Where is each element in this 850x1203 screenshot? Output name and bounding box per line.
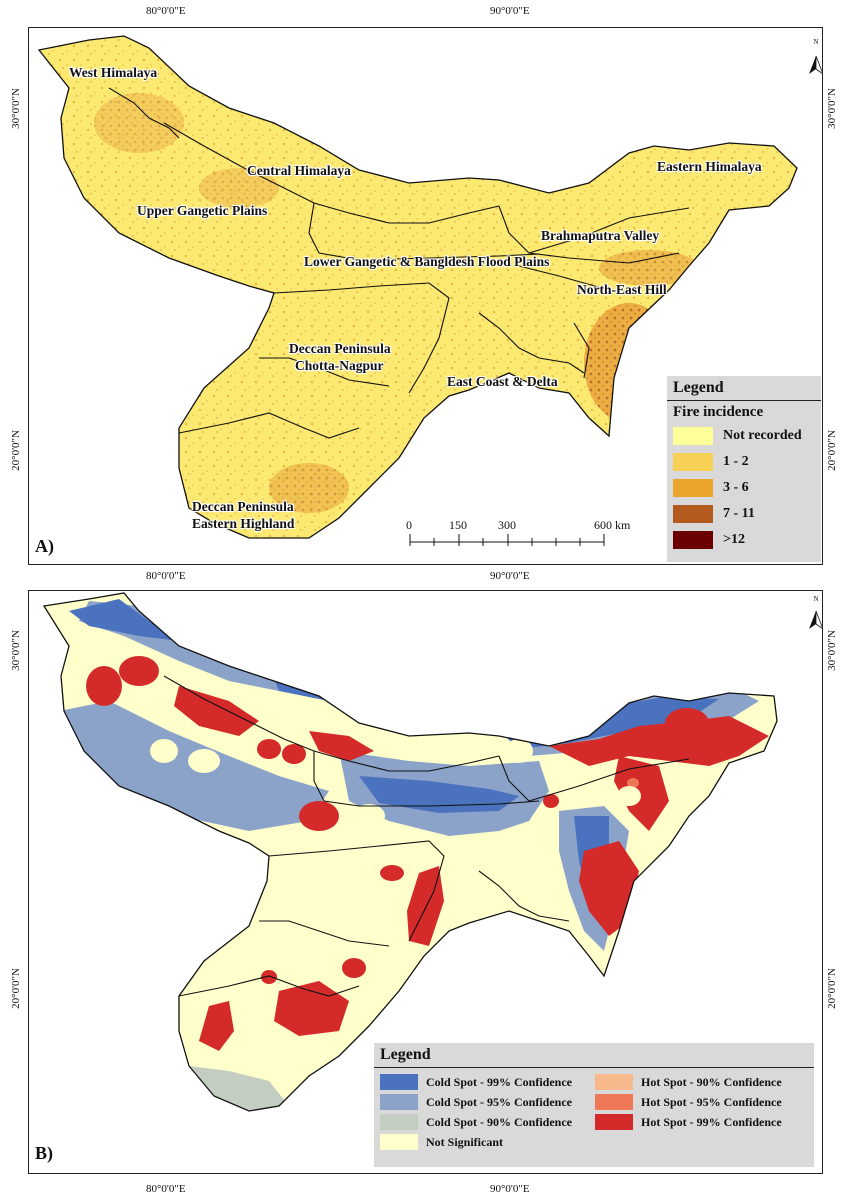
scale-label-150: 150 — [449, 518, 467, 532]
latitude-label-30-a-left: 30°0'0"N — [10, 88, 22, 129]
panel-a-label: A) — [35, 536, 54, 556]
legend-label: 7 - 11 — [723, 506, 755, 521]
legend-swatch-not-significant — [380, 1134, 418, 1150]
panel-a-north-arrow-icon — [809, 55, 822, 74]
longitude-label-90-top: 90°0'0"E — [490, 5, 530, 17]
panel-b-label: B) — [35, 1143, 53, 1163]
legend-item-hot-95: Hot Spot - 95% Confidence — [595, 1094, 815, 1110]
latitude-label-20-a-right: 20°0'0"N — [826, 430, 838, 471]
legend-item-cold-95: Cold Spot - 95% Confidence — [380, 1094, 595, 1110]
legend-swatch-hot-99 — [595, 1114, 633, 1130]
region-label-eastern-highland: Eastern Highland — [192, 516, 295, 531]
region-label-lower-gangetic: Lower Gangetic & Bangldesh Flood Plains — [304, 254, 550, 269]
legend-label: 3 - 6 — [723, 480, 749, 495]
scale-label-0: 0 — [406, 518, 412, 532]
panel-b-hotspot-map: N B) Legend Cold Spot - 99% Confidence H… — [28, 590, 823, 1174]
legend-swatch-hot-90 — [595, 1074, 633, 1090]
region-label-eastern-himalaya: Eastern Himalaya — [657, 159, 762, 174]
legend-label: Not Significant — [426, 1134, 504, 1149]
longitude-label-90-mid: 90°0'0"E — [490, 570, 530, 582]
panel-b-legend: Legend Cold Spot - 99% Confidence Hot Sp… — [374, 1043, 814, 1167]
legend-label: Hot Spot - 90% Confidence — [641, 1074, 782, 1089]
legend-swatch-cold-95 — [380, 1094, 418, 1110]
panel-a-legend: Legend Fire incidence Not recorded 1 - 2… — [667, 376, 821, 562]
legend-item-7-11: 7 - 11 — [667, 501, 821, 527]
region-label-west-himalaya: West Himalaya — [69, 65, 158, 80]
legend-item-hot-90: Hot Spot - 90% Confidence — [595, 1074, 815, 1090]
legend-swatch-cold-90 — [380, 1114, 418, 1130]
scale-label-600: 600 km — [594, 518, 631, 532]
panel-b-legend-title: Legend — [374, 1043, 814, 1068]
region-label-east-coast-delta: East Coast & Delta — [447, 374, 558, 389]
panel-a-scale-bar — [409, 534, 605, 546]
legend-item-gt-12: >12 — [667, 527, 821, 553]
legend-label: Hot Spot - 99% Confidence — [641, 1114, 782, 1129]
latitude-label-20-b-right: 20°0'0"N — [826, 968, 838, 1009]
region-label-deccan-peninsula-1: Deccan Peninsula — [289, 341, 391, 356]
legend-item-1-2: 1 - 2 — [667, 449, 821, 475]
panel-a-north-label: N — [813, 38, 819, 46]
region-label-north-east-hill: North-East Hill — [577, 282, 667, 297]
panel-a-legend-title: Legend — [667, 376, 821, 401]
scale-label-300: 300 — [498, 518, 516, 532]
legend-item-3-6: 3 - 6 — [667, 475, 821, 501]
legend-label: Cold Spot - 95% Confidence — [426, 1094, 573, 1109]
panel-a-fire-incidence-map: N West Himalaya Central Himalaya Eastern… — [28, 27, 823, 565]
latitude-label-30-b-right: 30°0'0"N — [826, 630, 838, 671]
panel-a-map-svg — [37, 35, 822, 546]
latitude-label-20-a-left: 20°0'0"N — [10, 430, 22, 471]
longitude-label-90-bottom: 90°0'0"E — [490, 1183, 530, 1195]
legend-swatch-cold-99 — [380, 1074, 418, 1090]
latitude-label-30-a-right: 30°0'0"N — [826, 88, 838, 129]
longitude-label-80-top: 80°0'0"E — [146, 5, 186, 17]
panel-a-legend-subtitle: Fire incidence — [673, 404, 764, 420]
latitude-label-20-b-left: 20°0'0"N — [10, 968, 22, 1009]
longitude-label-80-mid: 80°0'0"E — [146, 570, 186, 582]
region-label-chotta-nagpur: Chotta-Nagpur — [295, 358, 384, 373]
legend-item-cold-99: Cold Spot - 99% Confidence — [380, 1074, 595, 1090]
panel-b-north-label: N — [813, 595, 819, 603]
region-label-brahmaputra-valley: Brahmaputra Valley — [541, 228, 660, 243]
panel-b-north-arrow-icon — [809, 610, 822, 629]
legend-swatch-3-6 — [673, 479, 713, 497]
region-label-central-himalaya: Central Himalaya — [247, 163, 351, 178]
latitude-label-30-b-left: 30°0'0"N — [10, 630, 22, 671]
legend-label: Cold Spot - 99% Confidence — [426, 1074, 573, 1089]
legend-label: Hot Spot - 95% Confidence — [641, 1094, 782, 1109]
legend-item-cold-90: Cold Spot - 90% Confidence — [380, 1114, 595, 1130]
legend-swatch-not-recorded — [673, 427, 713, 445]
panel-b-map-svg — [42, 592, 822, 1112]
region-label-deccan-peninsula-2: Deccan Peninsula — [192, 499, 294, 514]
longitude-label-80-bottom: 80°0'0"E — [146, 1183, 186, 1195]
legend-swatch-7-11 — [673, 505, 713, 523]
legend-item-hot-99: Hot Spot - 99% Confidence — [595, 1114, 815, 1130]
legend-swatch-hot-95 — [595, 1094, 633, 1110]
legend-label: Not recorded — [723, 428, 802, 443]
legend-label: >12 — [723, 532, 745, 547]
region-label-upper-gangetic-plains: Upper Gangetic Plains — [137, 203, 268, 218]
legend-label: 1 - 2 — [723, 454, 749, 469]
legend-item-not-recorded: Not recorded — [667, 423, 821, 449]
legend-swatch-1-2 — [673, 453, 713, 471]
legend-swatch-gt-12 — [673, 531, 713, 549]
legend-label: Cold Spot - 90% Confidence — [426, 1114, 573, 1129]
legend-item-not-significant: Not Significant — [380, 1134, 595, 1150]
